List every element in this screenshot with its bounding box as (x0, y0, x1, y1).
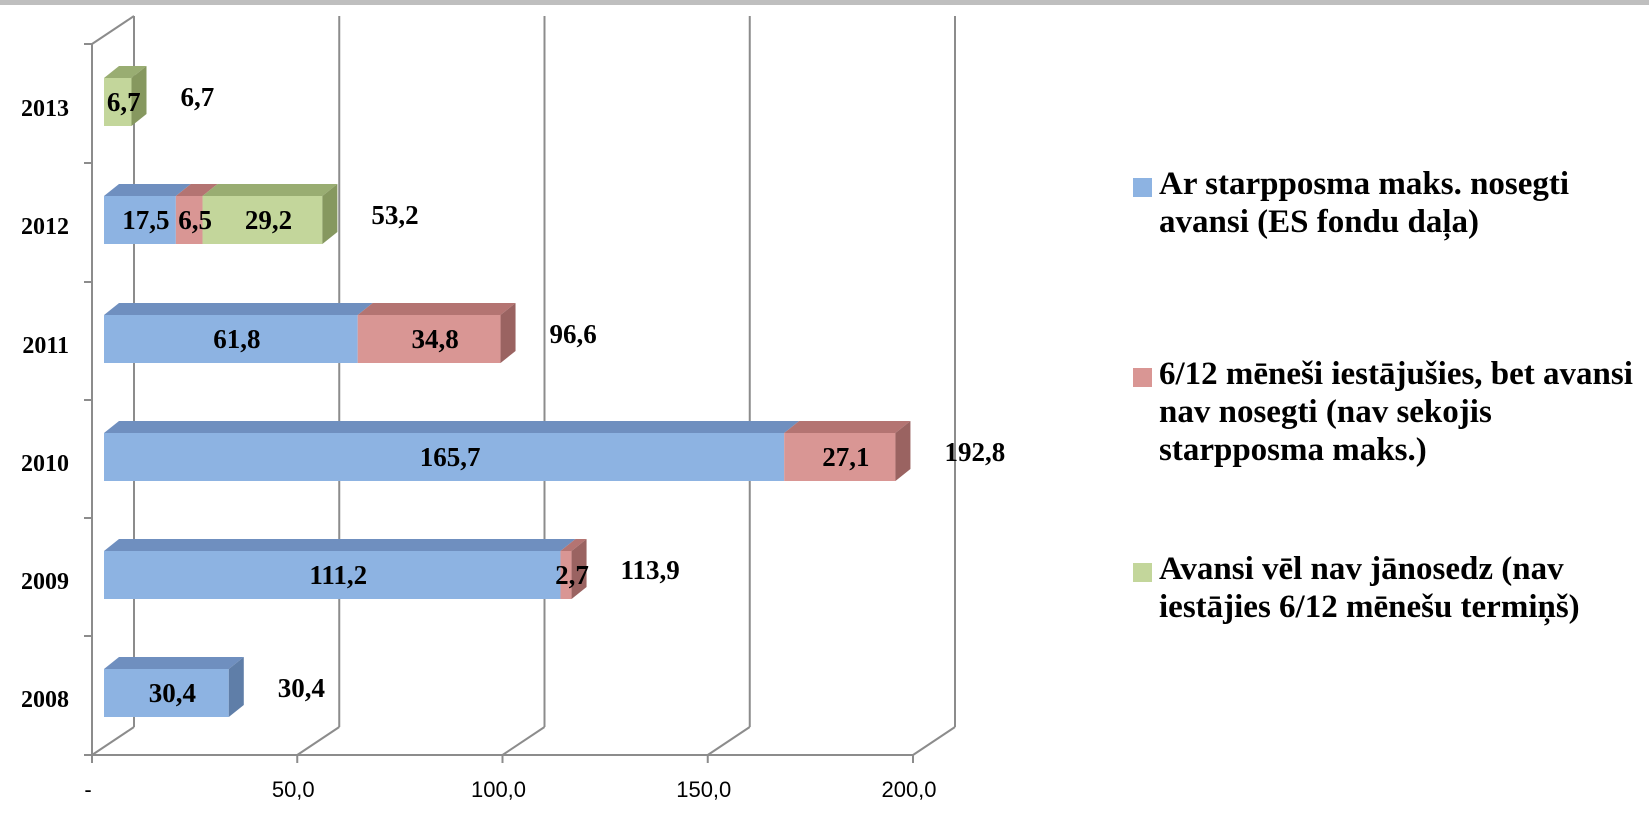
total-label: 96,6 (550, 319, 597, 349)
bar-segment (104, 315, 358, 363)
data-label: 27,1 (822, 442, 869, 472)
bar-segment (104, 433, 785, 481)
x-tick-label: 50,0 (272, 777, 315, 802)
bar-top-face (104, 421, 800, 433)
data-label: 111,2 (309, 560, 367, 590)
total-label: 113,9 (621, 555, 680, 585)
data-label: 2,7 (555, 560, 589, 590)
bar-top-face (175, 184, 218, 196)
bar-side-face (131, 66, 147, 126)
category-label: 2009 (21, 569, 69, 595)
bar-side-face (895, 421, 911, 481)
bar-top-face (104, 303, 373, 315)
data-label: 61,8 (213, 324, 260, 354)
bar-top-face (202, 184, 338, 196)
bar-segment (104, 669, 229, 717)
bar-top-face (104, 657, 244, 669)
data-label: 29,2 (245, 205, 292, 235)
total-label: 192,8 (944, 437, 1005, 467)
bar-segment (560, 551, 572, 599)
bar-segment (104, 78, 132, 126)
legend-swatch (1133, 178, 1152, 197)
category-label: 2010 (21, 451, 69, 477)
bar-top-face (357, 303, 516, 315)
floor-gridline (296, 726, 340, 756)
bar-top-face (104, 66, 147, 78)
category-label: 2011 (22, 333, 69, 359)
total-label: 53,2 (371, 200, 418, 230)
x-tick-label: 150,0 (676, 777, 731, 802)
data-label: 30,4 (149, 678, 196, 708)
data-label: 6,7 (107, 87, 141, 117)
floor-gridline (501, 726, 546, 756)
legend-swatch (1133, 368, 1152, 387)
bar-segment (784, 433, 896, 481)
bar-top-face (560, 539, 587, 551)
bar-side-face (322, 184, 338, 244)
bar-top-face (104, 539, 576, 551)
bar-top-face (784, 421, 911, 433)
legend-swatch (1133, 563, 1152, 582)
legend-label: 6/12 mēneši iestājušies, bet avansi nav … (1159, 356, 1633, 468)
floor-gridline (707, 726, 751, 756)
bar-side-face (500, 303, 516, 363)
legend-label: Ar starpposma maks. nosegti avansi (ES f… (1159, 166, 1570, 240)
legend-label: Avansi vēl nav jānosedz (nav iestājies 6… (1159, 551, 1580, 625)
bar-segment (175, 196, 203, 244)
top-border (0, 0, 1649, 5)
category-label: 2013 (21, 96, 69, 122)
data-label: 6,5 (178, 205, 212, 235)
bar-segment (357, 315, 501, 363)
floor-gridline (91, 726, 135, 756)
bar-side-face (571, 539, 587, 599)
wall-top-edge (91, 15, 135, 45)
category-label: 2008 (21, 687, 69, 713)
bar-side-face (228, 657, 244, 717)
bar-segment (104, 196, 176, 244)
data-label: 17,5 (122, 205, 169, 235)
bar-segment (202, 196, 323, 244)
data-label: 34,8 (411, 324, 458, 354)
total-label: 6,7 (181, 82, 215, 112)
x-tick-label: 200,0 (881, 777, 936, 802)
bar-top-face (104, 184, 191, 196)
total-label: 30,4 (278, 673, 325, 703)
category-label: 2012 (21, 214, 69, 240)
x-tick-label: 100,0 (471, 777, 526, 802)
floor-gridline (912, 726, 956, 756)
bar-segment (104, 551, 561, 599)
x-tick-label: - (84, 777, 91, 802)
data-label: 165,7 (420, 442, 481, 472)
